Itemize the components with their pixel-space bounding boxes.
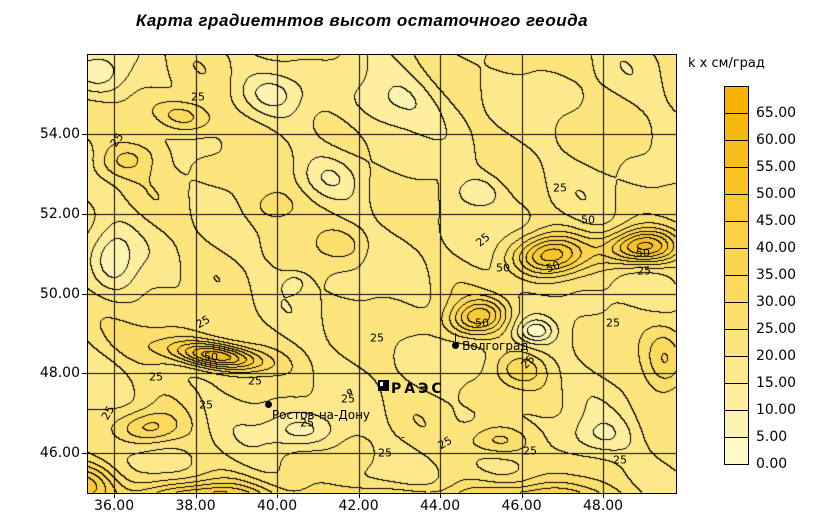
x-axis-tick-label: 40.00 [257,498,298,514]
contour-value-label: 25 [606,316,620,330]
legend-value-label: 15.00 [756,375,797,391]
legend-value-label: 25.00 [756,321,797,337]
x-axis-tick [359,493,360,498]
legend-value-label: 40.00 [756,240,797,256]
contour-value-label: 25 [149,370,163,384]
contour-plot-canvas [88,55,676,493]
y-axis-tick-label: 50.00 [39,285,80,302]
contour-value-label: 25 [523,444,537,458]
legend-color-cell [724,248,749,276]
legend-value-label: 30.00 [756,294,797,310]
legend-value-label: 60.00 [756,132,797,148]
x-axis-tick-label: 42.00 [338,498,379,514]
contour-value-label: 25 [637,264,651,278]
legend-color-cell [724,86,749,114]
contour-value-label: 25 [370,331,384,345]
legend-value-label: 10.00 [756,402,797,418]
x-axis-tick-label: 44.00 [420,498,461,514]
legend-color-cell [724,275,749,303]
y-axis-tick [82,214,88,215]
legend-value-label: 45.00 [756,213,797,229]
y-axis-tick [82,453,88,454]
legend-value-label: 20.00 [756,348,797,364]
x-axis-tick-label: 36.00 [94,498,135,514]
legend-color-cell [724,302,749,330]
contour-value-label: 50 [204,350,218,364]
legend-color-cell [724,329,749,357]
legend-value-label: 50.00 [756,186,797,202]
plot-frame [87,54,677,494]
y-axis-tick [82,134,88,135]
city-marker-notch [379,381,383,386]
legend-value-label: 55.00 [756,159,797,175]
y-axis-tick-label: 48.00 [39,365,80,382]
x-axis-tick [114,493,115,498]
chart-title: Карта градиетнтов высот остаточного геои… [135,11,589,30]
legend-color-cell [724,410,749,438]
contour-value-label: 25 [300,416,314,430]
legend-color-cell [724,140,749,168]
legend-colorbar [724,86,749,465]
legend-unit-label: k x см/град [688,56,765,71]
contour-value-label: 25 [378,446,392,460]
y-axis-tick-label: 54.00 [39,125,80,142]
x-axis-tick-label: 48.00 [583,498,624,514]
x-axis-tick [522,493,523,498]
city-marker-raes [377,379,389,391]
y-axis-tick-label: 46.00 [39,445,80,462]
legend-value-label: 65.00 [756,105,797,121]
legend-color-cell [724,113,749,141]
x-axis-tick [603,493,604,498]
legend-value-label: 0.00 [756,456,788,472]
legend-value-label: 5.00 [756,429,788,445]
contour-value-label: 50 [581,213,595,227]
contour-value-label: 50 [636,246,650,260]
y-axis-tick [82,373,88,374]
contour-value-label: 25 [248,374,262,388]
city-marker-stem-volgograd [455,333,457,344]
contour-value-label: - [401,430,405,444]
legend-color-cell [724,437,749,465]
city-label-raes: РАЭС [391,381,445,398]
legend-color-cell [724,194,749,222]
x-axis-tick [277,493,278,498]
contour-value-label: 25 [613,453,627,467]
legend-color-cell [724,221,749,249]
city-label-rostov-na-donu: Ростов-на-Дону [271,408,371,423]
x-axis-tick-label: 46.00 [501,498,542,514]
legend-color-cell [724,356,749,384]
y-axis-tick [82,294,88,295]
city-marker-rostov-na-donu [265,400,273,408]
city-marker-volgograd [451,341,459,349]
x-axis-tick-label: 38.00 [175,498,216,514]
contour-value-label: 50 [496,261,510,275]
contour-value-label: 25 [341,392,355,406]
x-axis-tick [196,493,197,498]
contour-value-label: 25 [553,181,567,195]
plot-area: 25 25 25 50 50 25 25 50 50 50 25 50 25 25 25 25 25 25 25 25… [88,55,676,493]
x-axis-tick [440,493,441,498]
city-label-volgograd: Волгоград [462,339,529,354]
legend-color-cell [724,167,749,195]
legend-color-cell [724,383,749,411]
y-axis-tick-label: 52.00 [39,205,80,222]
contour-value-label: 50 [475,316,489,330]
legend-value-label: 35.00 [756,267,797,283]
contour-value-label: 25 [191,90,205,104]
contour-value-label: 25 [199,398,213,412]
